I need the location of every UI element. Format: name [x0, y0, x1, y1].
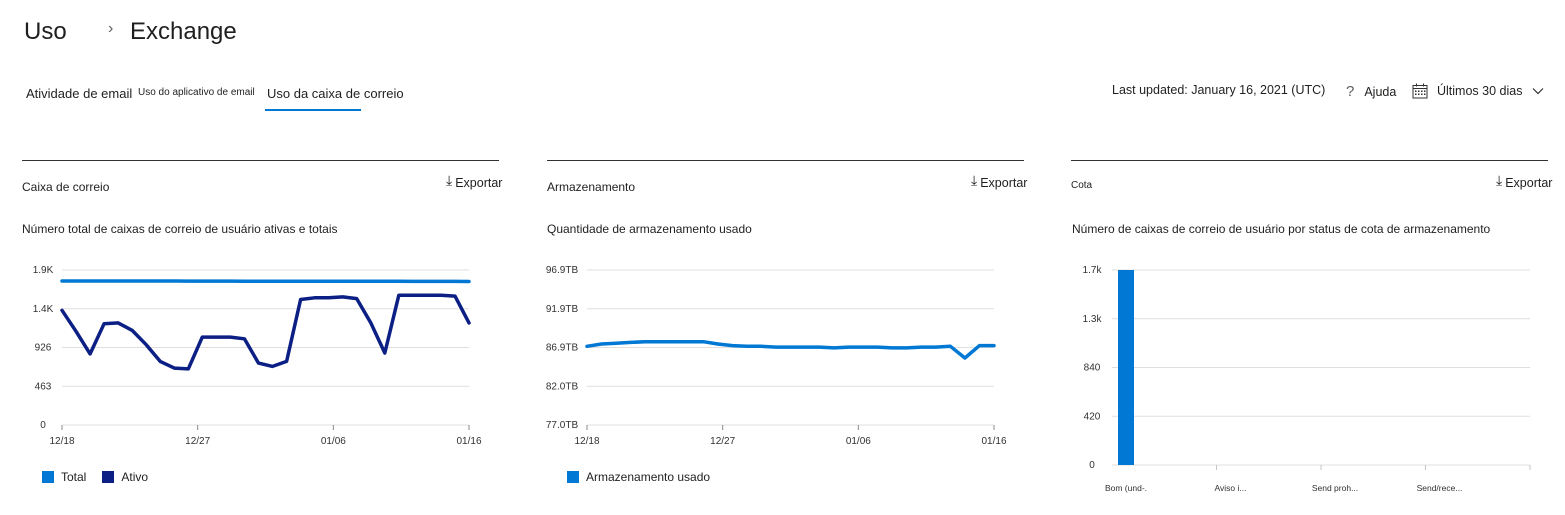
chevron-down-icon [1533, 88, 1544, 95]
x-tick-label: 12/27 [710, 436, 735, 447]
tab-uso-caixa-correio[interactable]: Uso da caixa de correio [267, 86, 404, 101]
download-icon: ⤓ [1496, 172, 1503, 188]
x-category-label: Bom (und-. [1105, 483, 1147, 493]
export-label: Exportar [1505, 176, 1553, 190]
download-icon: ⤓ [971, 172, 978, 188]
export-button[interactable]: ⤓ Exportar [446, 172, 503, 191]
y-tick-label: 1.3k [1083, 314, 1103, 325]
y-tick-label: 0 [1089, 460, 1095, 471]
help-button[interactable]: ? Ajuda [1346, 83, 1396, 100]
mailbox-line-chart: 1.9K 1.4K 926 463 012/18 12/27 01/06 01/16 [33, 265, 482, 447]
y-tick-label: 1.9K [33, 265, 54, 276]
bar-1 [1118, 270, 1134, 465]
y-tick-label: 1.4K [33, 304, 54, 315]
panel-divider [1071, 160, 1548, 161]
panel-divider [547, 160, 1024, 161]
legend-label: Ativo [121, 470, 149, 484]
y-tick-label: 463 [35, 381, 52, 392]
y-tick-label: 0 [40, 420, 46, 431]
y-tick-label: 91.9TB [546, 304, 579, 315]
panel-title-cota: Cota [1071, 180, 1093, 191]
period-dropdown[interactable]: Últimos 30 dias [1412, 83, 1544, 99]
chart-title: Número de caixas de correio de usuário p… [1072, 222, 1491, 236]
series-line-armazenamento-usado [585, 339, 996, 360]
chart-title: Quantidade de armazenamento usado [547, 222, 752, 236]
download-icon: ⤓ [446, 172, 453, 188]
chevron-right-icon: › [108, 20, 114, 37]
x-tick-label: 01/16 [456, 436, 481, 447]
chart-legend: Armazenamento usado [567, 470, 726, 484]
y-tick-label: 840 [1084, 363, 1101, 374]
y-tick-label: 86.9TB [546, 343, 579, 354]
legend-label: Total [61, 470, 87, 484]
y-tick-label: 1.7k [1083, 265, 1103, 276]
tab-uso-aplicativo-email[interactable]: Uso do aplicativo de email [138, 87, 255, 98]
selected-tab-indicator [265, 109, 361, 111]
quota-bar-chart: 1.7k 1.3k 840 420 0 Bom (und-. Aviso i... Send … [1083, 265, 1531, 493]
legend-swatch [42, 471, 54, 483]
storage-line-chart: 96.9TB 91.9TB 86.9TB 82.0TB 77.0TB 12/18 12/27… [546, 265, 1007, 447]
panel-title-caixa-correio: Caixa de correio [22, 180, 110, 194]
panel-divider [22, 160, 499, 161]
question-icon: ? [1346, 83, 1355, 100]
legend-item-armazenamento[interactable]: Armazenamento usado [567, 470, 710, 484]
calendar-icon [1412, 83, 1428, 99]
x-tick-label: 01/16 [981, 436, 1006, 447]
x-category-label: Send proh... [1312, 483, 1358, 493]
x-category-label: Aviso i... [1215, 483, 1247, 493]
last-updated-text: Last updated: January 16, 2021 (UTC) [1112, 83, 1326, 97]
y-tick-label: 82.0TB [546, 381, 579, 392]
export-label: Exportar [455, 176, 503, 190]
legend-swatch [102, 471, 115, 483]
panel-title-armazenamento: Armazenamento [547, 180, 636, 194]
legend-label: Armazenamento usado [586, 470, 711, 484]
x-tick-label: 12/18 [574, 436, 599, 447]
y-tick-label: 420 [1084, 411, 1101, 422]
y-tick-label: 96.9TB [546, 265, 579, 276]
export-label: Exportar [980, 176, 1028, 190]
tab-atividade-email[interactable]: Atividade de email [26, 86, 133, 101]
page-title: Exchange [130, 18, 237, 45]
export-button[interactable]: ⤓ Exportar [971, 172, 1028, 191]
x-tick-label: 12/18 [49, 436, 74, 447]
period-label: Últimos 30 dias [1437, 84, 1523, 98]
series-line-ativo [60, 293, 471, 371]
x-category-label: Send/rece... [1417, 483, 1463, 493]
legend-item-total[interactable]: Total [42, 470, 86, 484]
y-tick-label: 77.0TB [546, 420, 579, 431]
export-button[interactable]: ⤓ Exportar [1496, 172, 1553, 191]
legend-swatch [567, 471, 579, 483]
y-tick-label: 926 [35, 343, 52, 354]
help-label: Ajuda [1364, 84, 1397, 99]
x-tick-label: 01/06 [321, 436, 346, 447]
x-tick-label: 12/27 [185, 436, 210, 447]
series-line-total [60, 279, 471, 284]
legend-item-ativo[interactable]: Ativo [102, 470, 148, 484]
x-tick-label: 01/06 [846, 436, 871, 447]
chart-legend: Total Ativo [42, 470, 164, 484]
chart-title: Número total de caixas de correio de usu… [22, 222, 338, 236]
breadcrumb-root[interactable]: Uso [24, 18, 67, 45]
